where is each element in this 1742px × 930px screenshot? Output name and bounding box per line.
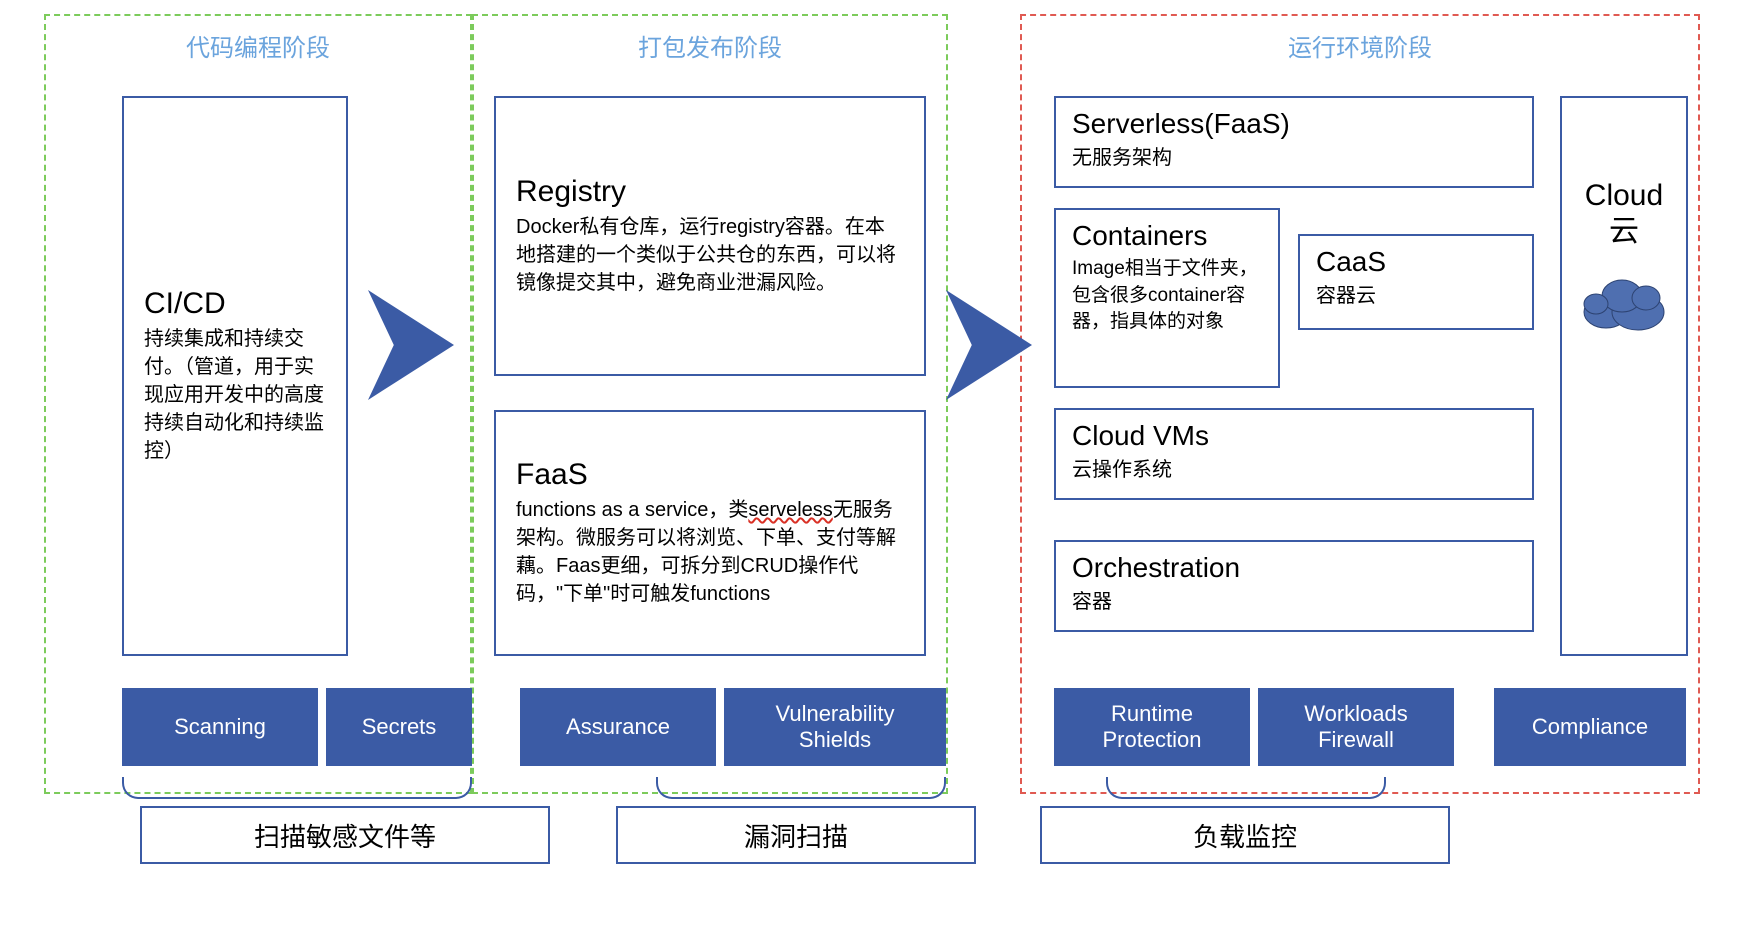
box-faas: FaaS functions as a service，类serveless无服… <box>494 410 926 656</box>
button-scanning: Scanning <box>122 688 318 766</box>
brace-2 <box>1106 777 1386 799</box>
button-vuln: Vulnerability Shields <box>724 688 946 766</box>
box-registry: Registry Docker私有仓库，运行registry容器。在本地搭建的一… <box>494 96 926 376</box>
faas-desc: functions as a service，类serveless无服务架构。微… <box>516 496 904 608</box>
box-orchestration: Orchestration 容器 <box>1054 540 1534 632</box>
cloud-title-1: Cloud <box>1562 178 1686 214</box>
faas-title: FaaS <box>516 458 904 492</box>
stage-runtime-title: 运行环境阶段 <box>1022 16 1698 71</box>
containers-desc: Image相当于文件夹，包含很多container容器，指具体的对象 <box>1072 256 1262 336</box>
box-serverless: Serverless(FaaS) 无服务架构 <box>1054 96 1534 188</box>
cicd-title: CI/CD <box>144 287 326 321</box>
registry-title: Registry <box>516 175 904 209</box>
box-caas: CaaS 容器云 <box>1298 234 1534 330</box>
cloudvms-title: Cloud VMs <box>1072 420 1516 452</box>
arrow-right-icon <box>368 290 454 400</box>
button-assurance: Assurance <box>520 688 716 766</box>
orchestration-title: Orchestration <box>1072 552 1516 584</box>
cloud-icon <box>1576 270 1672 334</box>
box-cicd: CI/CD 持续集成和持续交付。（管道，用于实现应用开发中的高度持续自动化和持续… <box>122 96 348 656</box>
button-secrets: Secrets <box>326 688 472 766</box>
brace-0 <box>122 777 472 799</box>
caas-title: CaaS <box>1316 246 1516 278</box>
containers-title: Containers <box>1072 220 1262 252</box>
registry-desc: Docker私有仓库，运行registry容器。在本地搭建的一个类似于公共仓的东… <box>516 213 904 297</box>
button-compliance: Compliance <box>1494 688 1686 766</box>
serverless-desc: 无服务架构 <box>1072 144 1516 172</box>
box-cloudvms: Cloud VMs 云操作系统 <box>1054 408 1534 500</box>
box-containers: Containers Image相当于文件夹，包含很多container容器，指… <box>1054 208 1280 388</box>
cicd-desc: 持续集成和持续交付。（管道，用于实现应用开发中的高度持续自动化和持续监控） <box>144 325 326 465</box>
cloudvms-desc: 云操作系统 <box>1072 456 1516 484</box>
box-cloud: Cloud 云 <box>1560 96 1688 656</box>
bottom-label-vuln-scan: 漏洞扫描 <box>616 806 976 864</box>
serverless-title: Serverless(FaaS) <box>1072 108 1516 140</box>
caas-desc: 容器云 <box>1316 282 1516 310</box>
bottom-label-scan-files: 扫描敏感文件等 <box>140 806 550 864</box>
orchestration-desc: 容器 <box>1072 588 1516 616</box>
stage-package-title: 打包发布阶段 <box>474 16 946 71</box>
arrow-right-icon <box>946 290 1032 400</box>
stage-code-title: 代码编程阶段 <box>46 16 470 71</box>
button-runtime: Runtime Protection <box>1054 688 1250 766</box>
bottom-label-load-mon: 负载监控 <box>1040 806 1450 864</box>
brace-1 <box>656 777 946 799</box>
button-workloads: Workloads Firewall <box>1258 688 1454 766</box>
cloud-title-2: 云 <box>1562 214 1686 250</box>
